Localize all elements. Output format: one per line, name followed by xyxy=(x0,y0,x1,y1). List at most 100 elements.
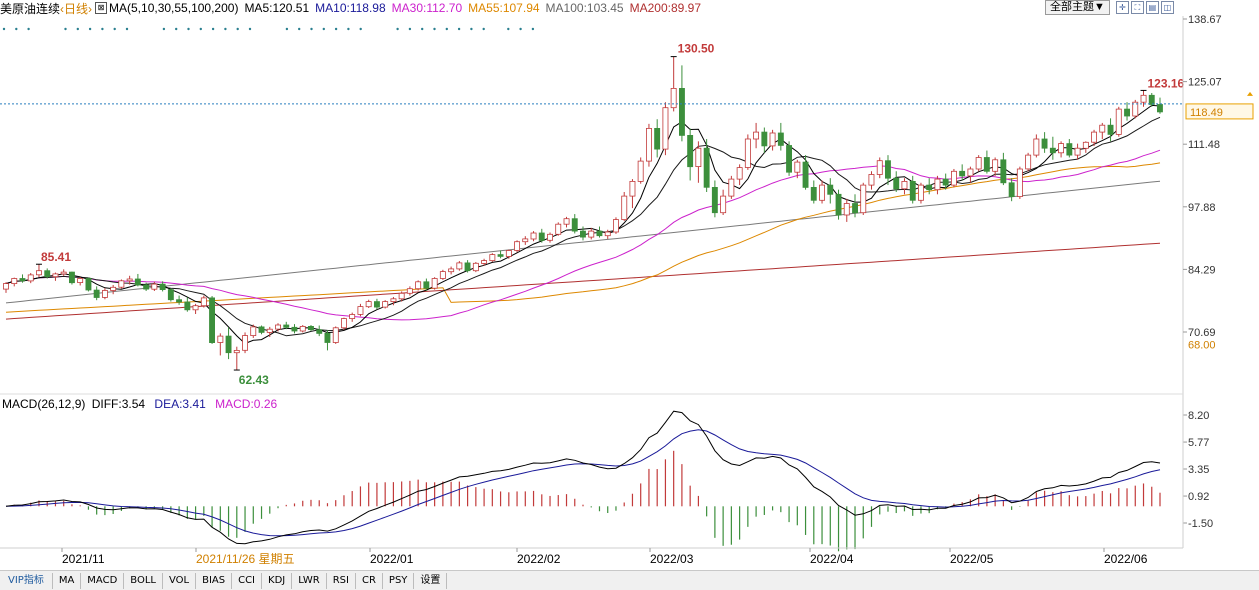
candle-body xyxy=(200,297,207,307)
candle-body xyxy=(250,326,257,336)
marker-dot xyxy=(187,27,190,31)
macd-hist-value: MACD:0.26 xyxy=(215,397,278,411)
time-tick-label: 2022/03 xyxy=(650,552,694,566)
candle-body xyxy=(926,184,933,191)
candle-body xyxy=(36,270,42,276)
theme-dropdown[interactable]: 全部主题▼ xyxy=(1045,0,1110,15)
marker-dot xyxy=(236,27,239,31)
candle-body xyxy=(555,223,562,235)
candle-body xyxy=(225,335,232,354)
candle-body xyxy=(868,174,875,186)
expand-icon[interactable]: ◫ xyxy=(1160,1,1174,14)
marker-dot xyxy=(408,27,412,31)
candle-body xyxy=(901,180,908,190)
candle-body xyxy=(1025,154,1032,170)
time-tick-label: 2022/04 xyxy=(810,552,854,566)
tab-rsi[interactable]: RSI xyxy=(327,572,356,589)
candle-body xyxy=(85,278,92,291)
crosshair-icon[interactable]: ✛ xyxy=(1115,1,1129,14)
candle-body xyxy=(27,274,34,282)
candle-body xyxy=(118,280,125,288)
candle-body xyxy=(472,262,479,272)
candle-body xyxy=(934,178,941,191)
macd-header: MACD(26,12,9) DIFF:3.54 DEA:3.41 MACD:0.… xyxy=(2,397,283,411)
candle-body xyxy=(843,203,850,216)
macd-params: MACD(26,12,9) xyxy=(2,397,86,411)
candle-body xyxy=(299,325,306,332)
candle-body xyxy=(819,184,825,201)
annotation-recent-high: 123.16 xyxy=(1148,76,1185,90)
marker-dot xyxy=(482,27,485,31)
ma-settings-icon[interactable]: ⊠ xyxy=(95,2,108,14)
candle-body xyxy=(184,301,191,311)
candle-body xyxy=(3,283,9,290)
tab-psy[interactable]: PSY xyxy=(383,572,415,589)
ma100-line xyxy=(5,180,1161,304)
candle-body xyxy=(802,161,809,188)
candle-body xyxy=(646,127,652,162)
marker-dot xyxy=(298,27,301,31)
candle-body xyxy=(893,177,900,190)
candle-body xyxy=(571,218,578,232)
fullscreen-icon[interactable]: ⛶ xyxy=(1130,1,1144,14)
tab-bias[interactable]: BIAS xyxy=(196,572,233,589)
candle-body xyxy=(852,203,858,214)
candle-body xyxy=(613,219,619,233)
current-price-label: 118.49 xyxy=(1190,107,1223,119)
marker-dot xyxy=(101,27,104,31)
candle-body xyxy=(283,324,290,328)
macd-tick-label: 0.92 xyxy=(1188,491,1209,503)
ma200-line xyxy=(5,242,1161,320)
candle-body xyxy=(77,278,84,283)
candle-body xyxy=(398,292,405,300)
tab-ma[interactable]: MA xyxy=(53,572,82,589)
candle-body xyxy=(522,238,529,243)
price-tick-label: 97.88 xyxy=(1188,202,1216,214)
candle-body xyxy=(720,195,727,214)
candle-body xyxy=(654,127,661,150)
candle-body xyxy=(703,147,710,188)
candle-body xyxy=(307,325,314,330)
candle-body xyxy=(1099,124,1106,133)
tab-settings[interactable]: 设置 xyxy=(414,572,448,589)
candle-body xyxy=(662,107,669,150)
marker-dot xyxy=(359,27,362,31)
candle-body xyxy=(711,186,718,214)
candle-body xyxy=(340,318,347,329)
tab-cci[interactable]: CCI xyxy=(232,572,263,589)
candle-body xyxy=(357,306,364,315)
tab-vol[interactable]: VOL xyxy=(163,572,197,589)
candle-body xyxy=(621,195,628,221)
tab-lwr[interactable]: LWR xyxy=(292,572,327,589)
candle-body xyxy=(959,170,966,177)
candle-body xyxy=(1091,131,1097,143)
tab-macd[interactable]: MACD xyxy=(81,572,125,589)
candle-body xyxy=(786,145,792,173)
candle-body xyxy=(1115,108,1122,135)
price-tick-label: 138.67 xyxy=(1188,14,1222,26)
candle-body xyxy=(860,184,867,214)
candle-body xyxy=(967,168,974,177)
period-selector[interactable]: ‹日线› xyxy=(60,1,93,16)
candle-body xyxy=(687,134,694,168)
marker-dot xyxy=(334,27,338,31)
macd-tick-label: 3.35 xyxy=(1188,464,1209,476)
candle-body xyxy=(975,157,982,170)
candle-body xyxy=(736,167,743,180)
candle-body xyxy=(695,147,702,167)
marker-dot xyxy=(445,27,448,31)
zoom-icon[interactable]: ▤ xyxy=(1145,1,1159,14)
tab-kdj[interactable]: KDJ xyxy=(262,572,293,589)
instrument-name: 美原油连续 xyxy=(0,1,61,16)
marker-dot xyxy=(347,27,350,31)
price-tick-label: 70.69 xyxy=(1188,327,1216,339)
candle-body xyxy=(456,262,463,270)
candle-body xyxy=(909,180,916,201)
tab-boll[interactable]: BOLL xyxy=(124,572,163,589)
candle-body xyxy=(242,335,248,351)
tab-vip[interactable]: VIP指标 xyxy=(0,572,53,589)
marker-dot xyxy=(162,27,166,31)
kline-chart-area[interactable]: 130.50 62.43 85.41 123.16 8.20 5.77 3.35 0.92 -… xyxy=(0,0,1259,570)
candle-body xyxy=(93,289,100,298)
tab-cr[interactable]: CR xyxy=(356,572,383,589)
